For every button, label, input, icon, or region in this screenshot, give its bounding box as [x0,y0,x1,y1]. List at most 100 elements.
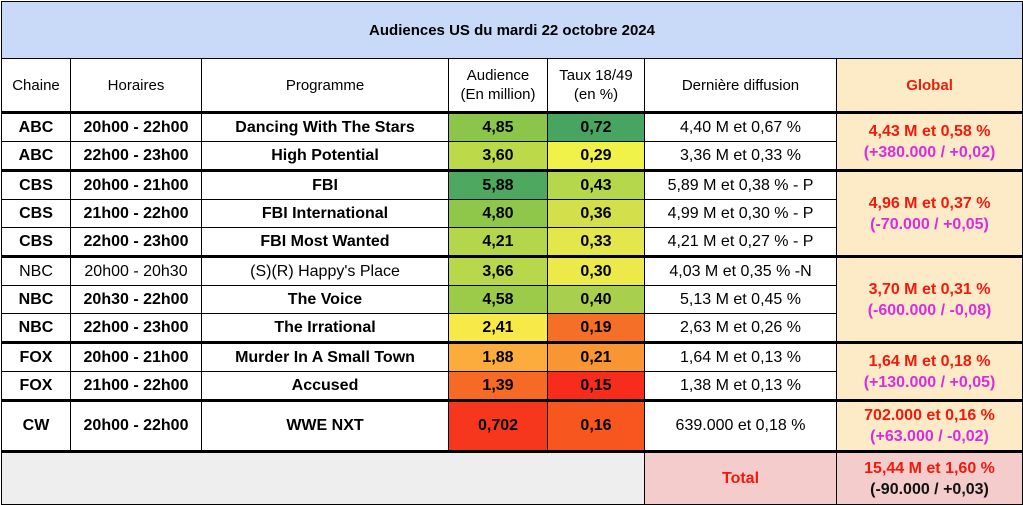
cell-taux: 0,21 [547,341,645,372]
cell-audience: 3,60 [448,141,548,171]
cell-taux: 0,43 [547,169,645,200]
cell-audience: 4,58 [448,285,548,314]
cell-programme: (S)(R) Happy's Place [201,255,449,286]
header-taux-line2: (en %) [573,86,619,103]
global-fox: 1,64 M et 0,18 % (+130.000 / +0,05) [835,341,1023,401]
cell-derniere-diffusion: 4,99 M et 0,30 % - P [644,199,837,228]
cell-audience: 1,88 [448,341,548,372]
header-chaine: Chaine [1,58,71,113]
cell-taux: 0,29 [547,141,645,171]
table-row: ABC 22h00 - 23h00 High Potential 3,60 0,… [1,141,1023,171]
total-value: 15,44 M et 1,60 % [864,459,995,477]
table-row: CBS 20h00 - 21h00 FBI 5,88 0,43 5,89 M e… [1,169,1023,257]
total-delta: (-90.000 / +0,03) [870,480,989,498]
global-delta: (+63.000 / -0,02) [870,428,989,445]
global-delta: (+380.000 / +0,02) [863,143,996,161]
global-delta: (-600.000 / -0,08) [867,301,992,319]
global-nbc: 3,70 M et 0,31 % (-600.000 / -0,08) [835,255,1023,343]
table-row: CW 20h00 - 22h00 WWE NXT 0,702 0,16 639.… [1,399,1023,452]
header-taux-line1: Taux 18/49 [559,67,633,84]
cell-taux: 0,30 [547,255,645,286]
cell-horaires: 20h00 - 22h00 [70,111,202,142]
table-row: CBS 22h00 - 23h00 FBI Most Wanted 4,21 0… [1,227,1023,257]
header-global: Global [835,58,1023,113]
header-audience-line2: (En million) [460,86,536,103]
header-derniere-diffusion: Dernière diffusion [644,58,837,113]
cell-chaine: CBS [1,199,71,228]
cell-derniere-diffusion: 1,64 M et 0,13 % [644,341,837,372]
cell-audience: 3,66 [448,255,548,286]
cell-derniere-diffusion: 2,63 M et 0,26 % [644,313,837,343]
cell-chaine: CBS [1,227,71,257]
table-title: Audiences US du mardi 22 octobre 2024 [0,1,1023,59]
cell-horaires: 20h00 - 20h30 [70,255,202,286]
header-audience-line1: Audience [466,67,530,84]
cell-derniere-diffusion: 5,13 M et 0,45 % [644,285,837,314]
cell-chaine: FOX [1,371,71,401]
global-value: 4,96 M et 0,37 % [868,194,991,212]
cell-horaires: 22h00 - 23h00 [70,227,202,257]
global-abc: 4,43 M et 0,58 % (+380.000 / +0,02) [835,111,1023,171]
cell-chaine: NBC [1,313,71,343]
header-taux: Taux 18/49 (en %) [547,58,645,113]
cell-taux: 0,72 [547,111,645,142]
cell-chaine: NBC [1,285,71,314]
cell-audience: 5,88 [448,169,548,200]
header-programme: Programme [201,58,449,113]
cell-derniere-diffusion: 3,36 M et 0,33 % [644,141,837,171]
cell-horaires: 20h30 - 22h00 [70,285,202,314]
cell-taux: 0,15 [547,371,645,401]
cell-programme: Dancing With The Stars [201,111,449,142]
global-value: 4,43 M et 0,58 % [868,122,991,140]
global-value: 702.000 et 0,16 % [864,407,995,424]
cell-audience: 2,41 [448,313,548,343]
cell-audience: 1,39 [448,371,548,401]
cell-taux: 0,36 [547,199,645,228]
total-value-cell: 15,44 M et 1,60 % (-90.000 / +0,03) [835,450,1023,505]
cell-programme: High Potential [201,141,449,171]
cell-chaine: FOX [1,341,71,372]
header-horaires: Horaires [70,58,202,113]
table-row: NBC 20h30 - 22h00 The Voice 4,58 0,40 5,… [1,285,1023,314]
global-delta: (-70.000 / +0,05) [870,215,989,233]
cell-chaine: ABC [1,111,71,142]
cell-programme: FBI International [201,199,449,228]
cell-taux: 0,16 [547,399,645,452]
cell-horaires: 21h00 - 22h00 [70,371,202,401]
cell-derniere-diffusion: 4,03 M et 0,35 % -N [644,255,837,286]
cell-derniere-diffusion: 1,38 M et 0,13 % [644,371,837,401]
cell-programme: Murder In A Small Town [201,341,449,372]
table-row: CBS 21h00 - 22h00 FBI International 4,80… [1,199,1023,228]
cell-horaires: 20h00 - 21h00 [70,169,202,200]
global-value: 1,64 M et 0,18 % [868,352,991,370]
cell-horaires: 22h00 - 23h00 [70,313,202,343]
cell-audience: 4,85 [448,111,548,142]
header-audience: Audience (En million) [448,58,548,113]
cell-chaine: CBS [1,169,71,200]
cell-derniere-diffusion: 4,21 M et 0,27 % - P [644,227,837,257]
cell-taux: 0,40 [547,285,645,314]
table-row: FOX 20h00 - 21h00 Murder In A Small Town… [1,341,1023,401]
cell-horaires: 21h00 - 22h00 [70,199,202,228]
cell-horaires: 22h00 - 23h00 [70,141,202,171]
cell-programme: WWE NXT [201,399,449,452]
cell-horaires: 20h00 - 22h00 [70,399,202,452]
cell-derniere-diffusion: 4,40 M et 0,67 % [644,111,837,142]
cell-audience: 4,80 [448,199,548,228]
cell-audience: 4,21 [448,227,548,257]
cell-taux: 0,33 [547,227,645,257]
global-cw: 702.000 et 0,16 % (+63.000 / -0,02) [835,399,1023,452]
global-delta: (+130.000 / +0,05) [863,373,996,391]
cell-audience: 0,702 [448,399,548,452]
cell-programme: FBI [201,169,449,200]
cell-chaine: ABC [1,141,71,171]
global-cbs: 4,96 M et 0,37 % (-70.000 / +0,05) [835,169,1023,257]
total-row: Total 15,44 M et 1,60 % (-90.000 / +0,03) [1,450,1023,505]
cell-taux: 0,19 [547,313,645,343]
total-label: Total [644,450,837,505]
cell-programme: FBI Most Wanted [201,227,449,257]
table-row: FOX 21h00 - 22h00 Accused 1,39 0,15 1,38… [1,371,1023,401]
table-row: ABC 20h00 - 22h00 Dancing With The Stars… [1,111,1023,171]
cell-chaine: NBC [1,255,71,286]
